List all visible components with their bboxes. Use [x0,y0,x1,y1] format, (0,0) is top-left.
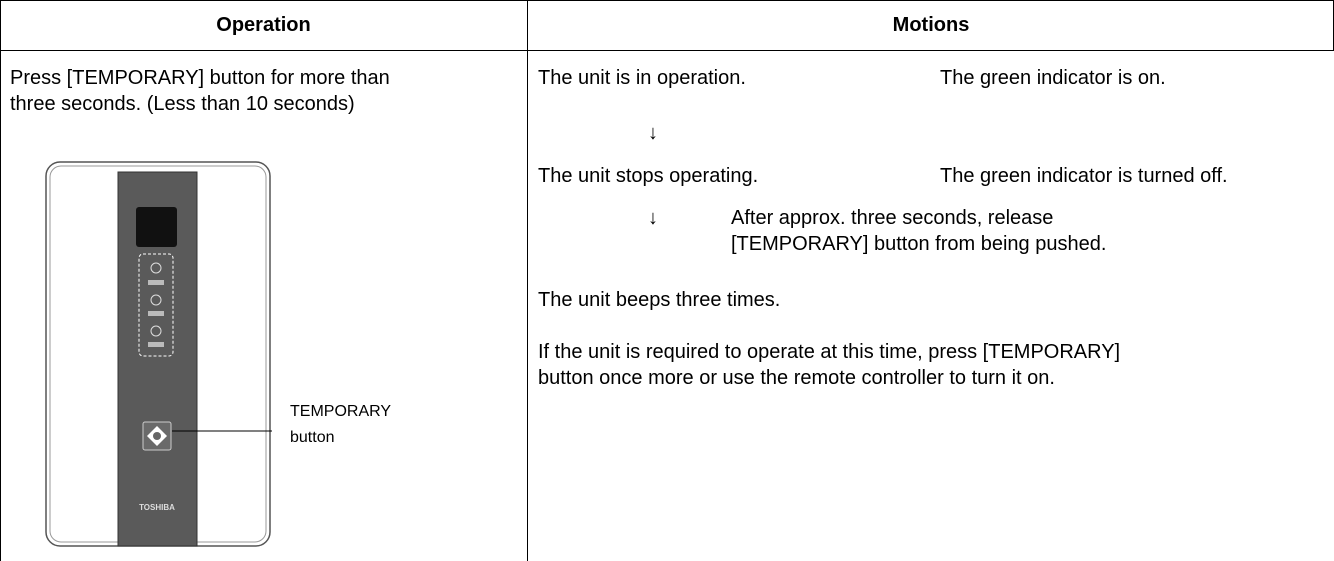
border [0,0,1334,1]
arrow: ↓ [648,207,658,229]
border [527,0,528,561]
motion: If the unit is required to operate at th… [538,341,1121,363]
instruction: Press [TEMPORARY] button for more than [10,67,390,89]
indicator: The green indicator is on. [940,67,1166,89]
header: Motions [892,14,970,36]
motion: The unit beeps three times. [538,289,781,311]
motion: The unit is in operation. [538,67,746,89]
border [0,0,1,561]
instruction: three seconds. (Less than 10 seconds) [10,93,355,115]
motion: The unit stops operating. [538,165,759,187]
callout: button [290,429,335,446]
callout: TEMPORARY [290,403,392,420]
arrow: ↓ [648,122,658,144]
motion: button once more or use the remote contr… [538,367,1055,389]
logo: TOSHIBA [139,503,175,512]
indicator: The green indicator is turned off. [940,165,1228,187]
header: Operation [216,14,311,36]
unit-illustration: TOSHIBA [45,161,272,547]
note: [TEMPORARY] button from being pushed. [731,233,1107,255]
note: After approx. three seconds, release [731,207,1054,229]
border [0,50,1334,51]
